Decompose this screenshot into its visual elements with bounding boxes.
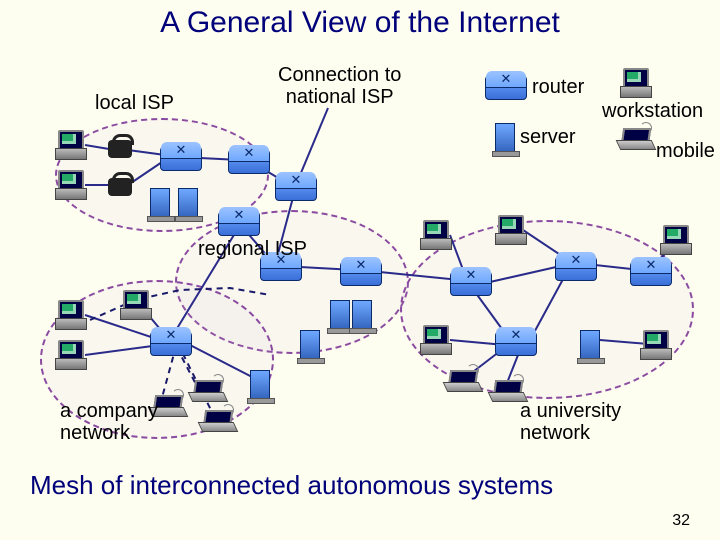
label-router: router	[532, 76, 584, 98]
label-workstation: workstation	[602, 100, 703, 122]
label-company: a company network	[60, 400, 158, 444]
label-server: server	[520, 126, 576, 148]
label-regional: regional ISP	[198, 238, 307, 260]
router-node	[495, 330, 537, 356]
phone-node	[108, 140, 132, 158]
server-node	[580, 330, 600, 362]
server-node	[300, 330, 320, 362]
router-node	[450, 270, 492, 296]
mobile-node	[490, 380, 524, 402]
mobile-node	[200, 410, 234, 432]
router-node	[340, 260, 382, 286]
legend-router-icon	[485, 74, 527, 100]
router-node	[218, 210, 260, 236]
workstation-node	[55, 170, 85, 200]
label-local-isp: local ISP	[95, 92, 174, 114]
page-title: A General View of the Internet	[0, 6, 720, 40]
server-node	[250, 370, 270, 402]
router-node	[630, 260, 672, 286]
server-node	[178, 188, 198, 220]
router-node	[228, 148, 270, 174]
label-university: a university network	[520, 400, 621, 444]
legend-workstation-icon	[620, 68, 650, 98]
legend-server-icon	[495, 123, 515, 155]
label-national: Connection to national ISP	[278, 64, 401, 108]
workstation-node	[495, 215, 525, 245]
label-mobile: mobile	[656, 140, 715, 162]
router-node	[555, 255, 597, 281]
router-node	[275, 175, 317, 201]
mobile-node	[190, 380, 224, 402]
workstation-node	[120, 290, 150, 320]
slide-number: 32	[672, 512, 690, 530]
server-node	[330, 300, 350, 332]
mobile-node	[445, 370, 479, 392]
workstation-node	[55, 340, 85, 370]
server-node	[150, 188, 170, 220]
legend-mobile-icon	[618, 128, 652, 150]
caption: Mesh of interconnected autonomous system…	[0, 470, 720, 501]
workstation-node	[660, 225, 690, 255]
router-node	[160, 145, 202, 171]
server-node	[352, 300, 372, 332]
workstation-node	[55, 300, 85, 330]
phone-node	[108, 178, 132, 196]
workstation-node	[420, 220, 450, 250]
router-node	[150, 330, 192, 356]
workstation-node	[55, 130, 85, 160]
workstation-node	[640, 330, 670, 360]
workstation-node	[420, 325, 450, 355]
